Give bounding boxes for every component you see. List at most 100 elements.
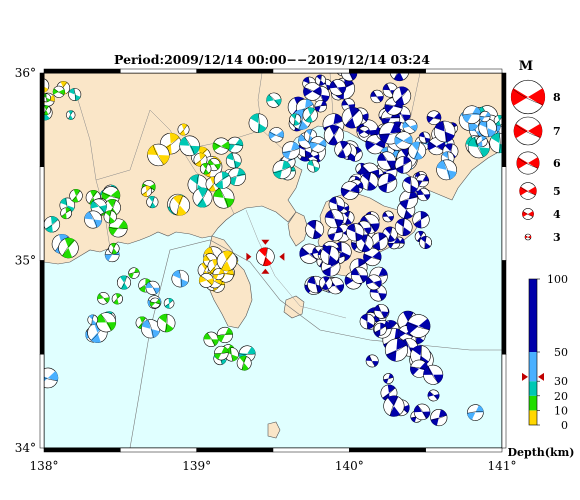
focal-mechanism	[87, 314, 98, 326]
focal-mechanism	[478, 118, 497, 138]
focal-mechanism	[327, 225, 344, 242]
longitude-labels: 138° 139° 140° 141°	[30, 459, 517, 473]
focal-mechanism	[68, 88, 82, 101]
focal-mechanism	[383, 395, 405, 417]
focal-mechanism	[406, 314, 431, 338]
depth-tick-label: 20	[554, 390, 568, 403]
focal-mechanisms	[44, 73, 502, 427]
focal-mechanism	[314, 99, 327, 113]
focal-mechanism	[307, 159, 320, 173]
focal-mechanism	[58, 237, 79, 259]
focal-mechanism	[394, 156, 413, 174]
focal-mechanism	[359, 313, 376, 330]
focal-mechanism	[248, 113, 269, 133]
focal-mechanism	[309, 136, 327, 153]
focal-mechanism	[377, 173, 398, 193]
focal-mechanism	[97, 292, 110, 305]
depth-tick-label: 30	[554, 375, 568, 388]
main-event-triangle	[261, 239, 270, 245]
focal-mechanism	[394, 131, 413, 150]
focal-mechanism	[365, 274, 382, 291]
longitude-label: 138°	[30, 459, 59, 473]
focal-mechanism	[413, 403, 431, 421]
longitude-label: 140°	[335, 459, 364, 473]
focal-mechanism	[169, 195, 191, 216]
focal-mechanism	[52, 85, 65, 98]
longitude-label: 139°	[182, 459, 211, 473]
magnitude-legend-title: M	[519, 59, 533, 74]
focal-mechanism	[402, 176, 419, 194]
trench-line	[245, 209, 347, 319]
focal-mechanism	[419, 236, 432, 249]
focal-mechanism	[358, 126, 370, 138]
focal-mechanism	[302, 107, 318, 123]
focal-mechanism	[213, 187, 235, 209]
focal-mechanism	[65, 110, 76, 120]
depth-marker-left	[522, 372, 528, 381]
focal-mechanism	[141, 319, 161, 339]
focal-mechanism	[199, 162, 212, 175]
depth-tick-label: 0	[561, 419, 568, 432]
focal-mechanism	[402, 118, 418, 134]
focal-mechanism	[346, 223, 365, 242]
focal-mechanism	[203, 331, 219, 347]
main-event-marker[interactable]	[246, 239, 285, 274]
focal-mechanism	[430, 409, 448, 427]
focal-mechanism	[140, 185, 153, 197]
main-event-triangle	[279, 252, 285, 261]
magnitude-legend-ball	[513, 116, 543, 146]
focal-mechanism	[272, 160, 292, 180]
focal-mechanism	[163, 297, 175, 309]
magnitude-legend-label: 7	[553, 125, 561, 138]
focal-mechanism	[433, 120, 456, 143]
focal-mechanism	[44, 367, 59, 389]
focal-mechanism	[408, 141, 427, 160]
focal-mechanism	[60, 207, 72, 220]
focal-mechanism	[320, 245, 340, 265]
focal-mechanism	[392, 86, 412, 106]
magnitude-legend-label: 4	[553, 208, 561, 221]
land-oshima	[283, 295, 305, 319]
focal-mechanism	[236, 355, 252, 371]
magnitude-legend-label: 3	[553, 231, 561, 244]
focal-mechanism	[289, 113, 302, 126]
focal-mechanism	[305, 220, 325, 239]
focal-mechanism	[394, 218, 413, 236]
magnitude-legend-ball	[519, 182, 537, 200]
depth-band	[529, 395, 537, 411]
focal-mechanism	[334, 140, 352, 159]
focal-mechanism	[324, 209, 344, 229]
focal-mechanism	[462, 105, 482, 124]
focal-mechanism	[44, 78, 50, 94]
focal-mechanism	[382, 210, 394, 223]
focal-mechanism	[373, 303, 389, 319]
focal-mechanism	[171, 269, 190, 288]
focal-mechanism	[149, 297, 161, 309]
focal-mechanism	[192, 187, 213, 208]
focal-mechanism	[216, 326, 233, 344]
focal-mechanism	[157, 313, 176, 333]
focal-mechanism	[193, 152, 208, 167]
magnitude-legend-label: 6	[553, 157, 561, 170]
focal-mechanism	[84, 210, 103, 229]
focal-mechanism	[373, 322, 387, 336]
focal-mechanism	[340, 181, 360, 200]
focal-mechanism	[281, 141, 300, 160]
focal-mechanism	[365, 354, 379, 368]
focal-mechanism	[179, 135, 200, 157]
focal-mechanism	[108, 218, 128, 238]
focal-mechanism	[44, 105, 52, 116]
focal-mechanism	[146, 195, 159, 209]
focal-mechanism	[44, 216, 61, 233]
depth-tick-label: 100	[547, 273, 568, 286]
focal-mechanism	[489, 133, 502, 154]
focal-mechanism	[370, 232, 389, 251]
focal-mechanism	[103, 210, 117, 224]
main-event-triangle	[246, 252, 252, 261]
latitude-label: 35°	[15, 254, 36, 268]
focal-mechanism	[198, 273, 214, 288]
focal-mechanism	[225, 152, 242, 169]
focal-mechanism	[69, 189, 83, 203]
depth-legend-title: Depth(km)	[508, 446, 575, 459]
